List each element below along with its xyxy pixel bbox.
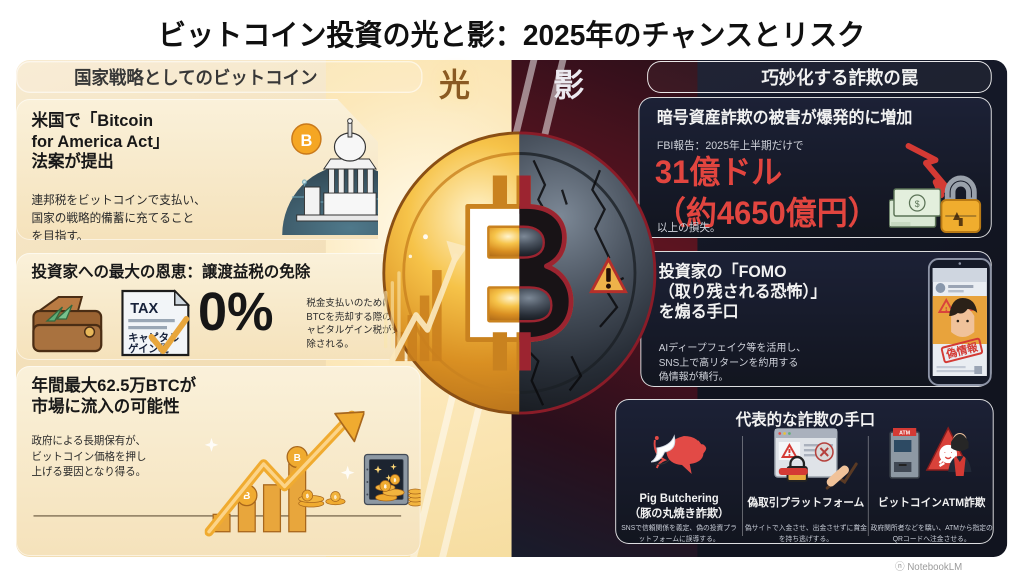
svg-text:฿: ฿ [394,477,397,482]
svg-text:฿: ฿ [334,494,337,499]
svg-text:฿: ฿ [384,484,387,490]
svg-text:ATM: ATM [899,430,910,436]
svg-text:$: $ [915,199,920,209]
svg-text:฿: ฿ [306,493,309,499]
svg-text:B: B [300,131,312,150]
svg-text:TAX: TAX [130,301,158,317]
